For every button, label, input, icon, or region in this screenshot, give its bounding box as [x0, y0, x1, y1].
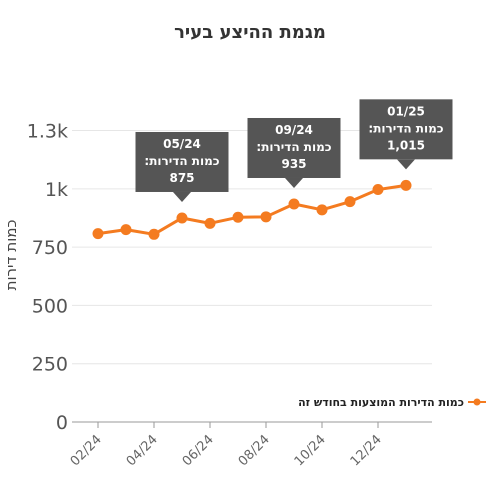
data-point[interactable]: [344, 196, 356, 208]
y-tick-label: 1k: [45, 179, 68, 201]
legend-swatch-marker: [473, 398, 481, 406]
data-point[interactable]: [316, 204, 328, 216]
x-tick-label: 04/24: [124, 432, 161, 469]
tooltip-text: 935: [281, 157, 306, 171]
tooltip-text: 05/24: [163, 137, 201, 151]
series-layer: [92, 179, 412, 240]
data-point[interactable]: [148, 228, 160, 240]
legend[interactable]: כמות הדירות המוצעות בחודש זה: [298, 396, 486, 409]
chart-title: מגמת ההיצע בעיר: [174, 22, 326, 43]
y-axis-ticks: 0 250 500 750 1k 1.3k: [27, 121, 68, 434]
tooltip-text: 01/25: [387, 104, 425, 118]
y-tick-label: 750: [32, 237, 68, 259]
tooltip: 01/25 כמות הדירות: 1,015: [359, 99, 453, 170]
y-tick-label: 1.3k: [27, 121, 68, 143]
tooltip: 09/24 כמות הדירות: 935: [247, 117, 341, 188]
data-point[interactable]: [260, 211, 272, 223]
x-tick-label: 02/24: [68, 432, 105, 469]
tooltip-text: 875: [169, 171, 194, 185]
tooltips: 05/24 כמות הדירות: 875 09/24 כמות הדירות: 935…: [135, 99, 453, 202]
tooltip-pointer: [285, 177, 303, 188]
data-point[interactable]: [176, 212, 188, 224]
data-point[interactable]: [288, 198, 300, 210]
tooltip-box: [135, 131, 229, 192]
data-point[interactable]: [120, 224, 132, 236]
data-point[interactable]: [372, 184, 384, 196]
data-point[interactable]: [204, 217, 216, 229]
grid-lines: [72, 130, 432, 423]
tooltip-pointer: [173, 191, 191, 202]
x-tick-label: 08/24: [236, 432, 273, 469]
y-tick-label: 250: [32, 354, 68, 376]
data-point[interactable]: [400, 179, 412, 191]
y-tick-label: 0: [56, 412, 68, 434]
y-axis-label: כמות דירות: [2, 220, 20, 291]
data-point[interactable]: [92, 228, 104, 240]
tooltip-text: 09/24: [275, 123, 313, 137]
tooltip: 05/24 כמות הדירות: 875: [135, 131, 229, 202]
x-tick-label: 06/24: [180, 432, 217, 469]
series-line: [96, 183, 408, 236]
x-tick-label: 10/24: [292, 432, 329, 469]
x-tick-label: 12/24: [348, 432, 385, 469]
tooltip-text: כמות הדירות:: [256, 140, 331, 154]
tooltip-text: כמות הדירות:: [368, 121, 443, 135]
y-tick-label: 500: [32, 295, 68, 317]
legend-label: כמות הדירות המוצעות בחודש זה: [298, 396, 464, 409]
tooltip-pointer: [397, 159, 415, 170]
x-axis-ticks: 02/24 04/24 06/24 08/24 10/24 12/24: [68, 422, 385, 469]
data-point[interactable]: [232, 211, 244, 223]
tooltip-box: [247, 117, 341, 178]
tooltip-box: [359, 99, 453, 160]
tooltip-text: 1,015: [387, 138, 425, 152]
tooltip-text: כמות הדירות:: [144, 154, 219, 168]
